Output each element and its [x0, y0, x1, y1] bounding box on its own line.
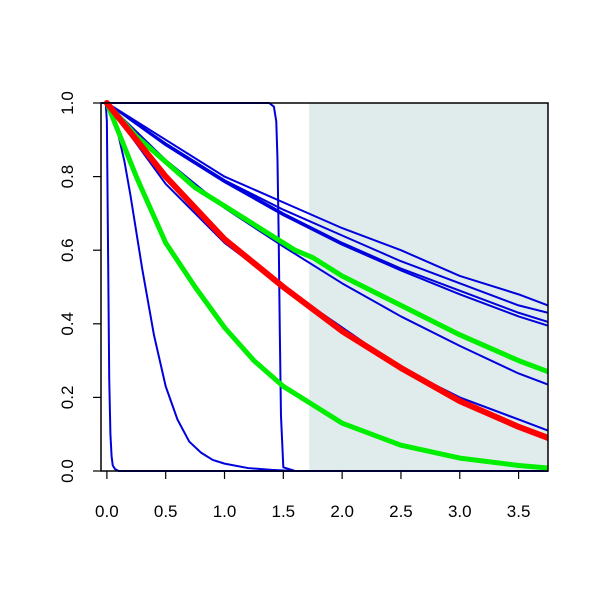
series-line-4	[105, 102, 548, 327]
y-tick-label: 0.0	[58, 459, 77, 483]
y-tick-label: 0.6	[58, 238, 77, 262]
series-line-11	[104, 100, 548, 471]
x-tick-label: 0.5	[154, 502, 178, 521]
series-line-10	[104, 100, 548, 375]
y-tick-label: 0.4	[58, 312, 77, 336]
x-tick-label: 3.0	[448, 502, 472, 521]
y-tick-label: 0.8	[58, 165, 77, 189]
x-axis: 0.0 0.5 1.0 1.5 2.0 2.5 3.0 3.5	[95, 471, 530, 521]
plot-frame	[100, 102, 549, 472]
series-line-12	[103, 100, 548, 441]
shaded-region	[309, 103, 548, 471]
shaded-region-layer	[309, 103, 548, 471]
x-tick-label: 1.5	[272, 502, 296, 521]
x-tick-label: 2.0	[330, 502, 354, 521]
y-tick-label: 0.2	[58, 386, 77, 410]
x-tick-label: 0.0	[95, 502, 119, 521]
series-line-1	[105, 102, 548, 307]
y-tick-label: 1.0	[58, 91, 77, 115]
series-line-9	[101, 102, 548, 472]
y-axis: 0.0 0.2 0.4 0.6 0.8 1.0	[58, 91, 101, 483]
x-tick-label: 1.0	[213, 502, 237, 521]
series-line-7	[105, 102, 548, 472]
x-tick-label: 3.5	[507, 502, 531, 521]
x-tick-label: 2.5	[389, 502, 413, 521]
series-line-3	[105, 102, 548, 323]
